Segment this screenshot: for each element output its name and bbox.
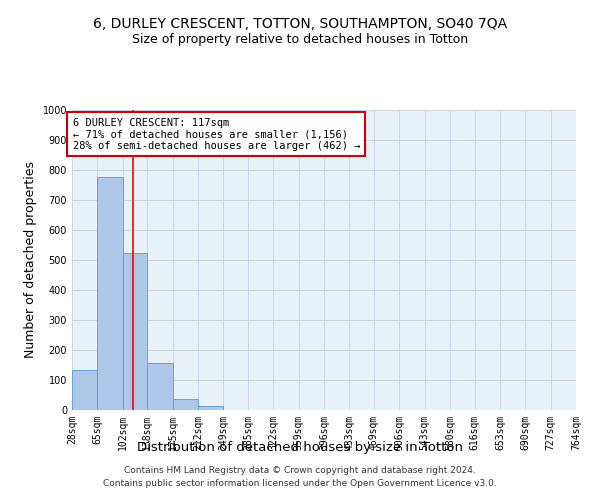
Bar <box>173 399 198 410</box>
Text: 6, DURLEY CRESCENT, TOTTON, SOUTHAMPTON, SO40 7QA: 6, DURLEY CRESCENT, TOTTON, SOUTHAMPTON,… <box>93 18 507 32</box>
Bar <box>148 362 173 410</box>
Text: 6 DURLEY CRESCENT: 117sqm
← 71% of detached houses are smaller (1,156)
28% of se: 6 DURLEY CRESCENT: 117sqm ← 71% of detac… <box>73 118 360 150</box>
Y-axis label: Number of detached properties: Number of detached properties <box>24 162 37 358</box>
Text: Contains HM Land Registry data © Crown copyright and database right 2024.
Contai: Contains HM Land Registry data © Crown c… <box>103 466 497 487</box>
Bar <box>97 177 122 410</box>
Text: Size of property relative to detached houses in Totton: Size of property relative to detached ho… <box>132 32 468 46</box>
Text: Distribution of detached houses by size in Totton: Distribution of detached houses by size … <box>137 441 463 454</box>
Bar <box>198 406 223 410</box>
Bar <box>72 370 97 410</box>
Bar <box>122 253 148 410</box>
